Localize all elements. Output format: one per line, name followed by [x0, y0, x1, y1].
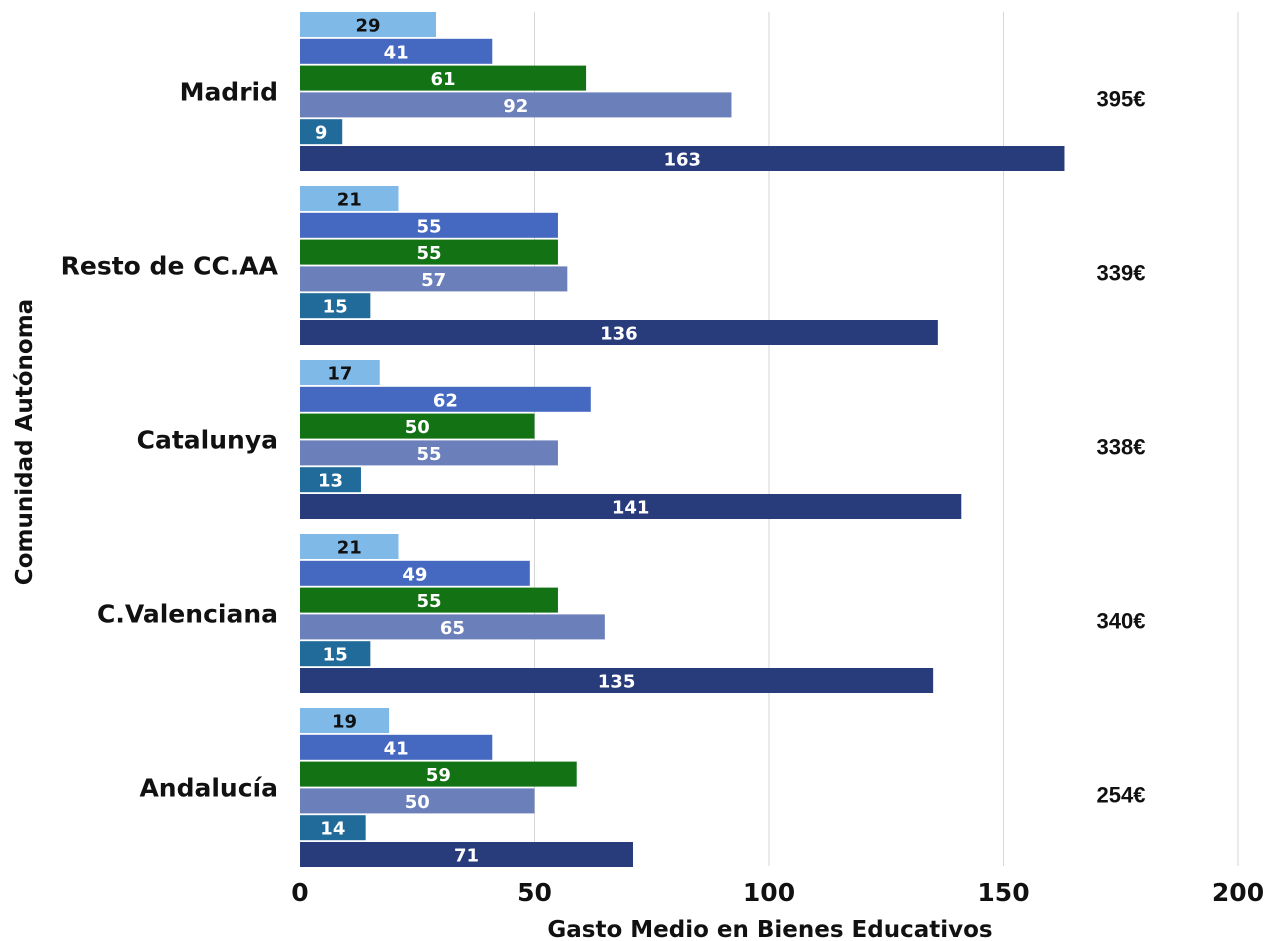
- data-label: 50: [405, 792, 430, 813]
- bar: [300, 815, 366, 841]
- bar: [300, 534, 399, 559]
- y-axis-title: Comunidad Autónoma: [12, 299, 38, 585]
- data-label: 50: [405, 417, 430, 438]
- data-label: 21: [337, 538, 362, 559]
- data-label: 163: [663, 150, 701, 171]
- x-tick-labels: 0 50 100 150 200: [291, 878, 1264, 907]
- bar: [300, 239, 558, 265]
- bar-group: 21 55 55 57 15 136: [300, 186, 938, 345]
- data-label: 15: [323, 297, 348, 318]
- bar: [300, 360, 380, 385]
- bar: [300, 413, 535, 439]
- total-labels: 395€ 339€ 338€ 340€ 254€: [1097, 86, 1146, 807]
- bar: [300, 788, 535, 814]
- bar: [300, 186, 399, 211]
- bar: [300, 734, 493, 760]
- data-label: 14: [320, 819, 345, 840]
- total-label: 254€: [1097, 782, 1146, 807]
- bar: [300, 761, 577, 787]
- bar: [300, 293, 371, 319]
- category-label: Catalunya: [137, 425, 278, 454]
- bar: [300, 587, 558, 613]
- data-label: 55: [416, 216, 441, 237]
- data-label: 9: [315, 123, 328, 144]
- bars: 2941619291632155555715136176250551314121…: [300, 12, 1065, 867]
- data-label: 135: [598, 672, 636, 693]
- data-label: 141: [612, 498, 650, 519]
- data-label: 55: [416, 243, 441, 264]
- data-label: 57: [421, 270, 446, 291]
- bar: [300, 65, 587, 91]
- data-label: 15: [323, 645, 348, 666]
- bar: [300, 842, 633, 867]
- bar: [300, 708, 390, 733]
- data-label: 41: [384, 738, 409, 759]
- data-label: 92: [503, 96, 528, 117]
- bar-group: 21 49 55 65 15 135: [300, 534, 934, 693]
- bar: [300, 320, 938, 345]
- data-label: 17: [327, 364, 352, 385]
- data-label: 136: [600, 324, 638, 345]
- bar: [300, 641, 371, 667]
- x-tick-label: 150: [977, 878, 1029, 907]
- category-labels: Madrid Resto de CC.AA Catalunya C.Valencian…: [61, 77, 279, 802]
- bar: [300, 560, 530, 586]
- bar: [300, 38, 493, 64]
- data-label: 13: [318, 471, 343, 492]
- bar: [300, 614, 605, 640]
- data-label: 55: [416, 444, 441, 465]
- bar: [300, 494, 962, 519]
- bar: [300, 92, 732, 118]
- data-label: 62: [433, 390, 458, 411]
- category-label: Andalucía: [139, 773, 278, 802]
- category-label: C.Valenciana: [97, 599, 278, 628]
- total-label: 339€: [1097, 260, 1146, 285]
- x-tick-label: 100: [743, 878, 795, 907]
- bar: [300, 212, 558, 238]
- bar-group: 19 41 59 50 14 71: [300, 708, 633, 867]
- bar: [300, 467, 361, 493]
- data-label: 55: [416, 591, 441, 612]
- data-label: 61: [431, 69, 456, 90]
- data-label: 71: [454, 846, 479, 867]
- data-label: 29: [355, 16, 380, 37]
- x-tick-label: 200: [1212, 878, 1264, 907]
- bar: [300, 386, 591, 412]
- bar: [300, 440, 558, 466]
- bar: [300, 119, 343, 145]
- bar: [300, 266, 568, 292]
- category-label: Madrid: [180, 77, 278, 106]
- data-label: 21: [337, 190, 362, 211]
- data-label: 49: [402, 564, 427, 585]
- data-label: 65: [440, 618, 465, 639]
- category-label: Resto de CC.AA: [61, 251, 279, 280]
- data-label: 59: [426, 765, 451, 786]
- x-axis-title: Gasto Medio en Bienes Educativos: [547, 917, 992, 941]
- x-tick-label: 0: [291, 878, 308, 907]
- bar: [300, 12, 437, 37]
- bar: [300, 668, 934, 693]
- total-label: 338€: [1097, 434, 1146, 459]
- x-tick-label: 50: [517, 878, 552, 907]
- data-label: 41: [384, 42, 409, 63]
- total-label: 340€: [1097, 608, 1146, 633]
- data-label: 19: [332, 712, 357, 733]
- bar: [300, 146, 1065, 171]
- total-label: 395€: [1097, 86, 1146, 111]
